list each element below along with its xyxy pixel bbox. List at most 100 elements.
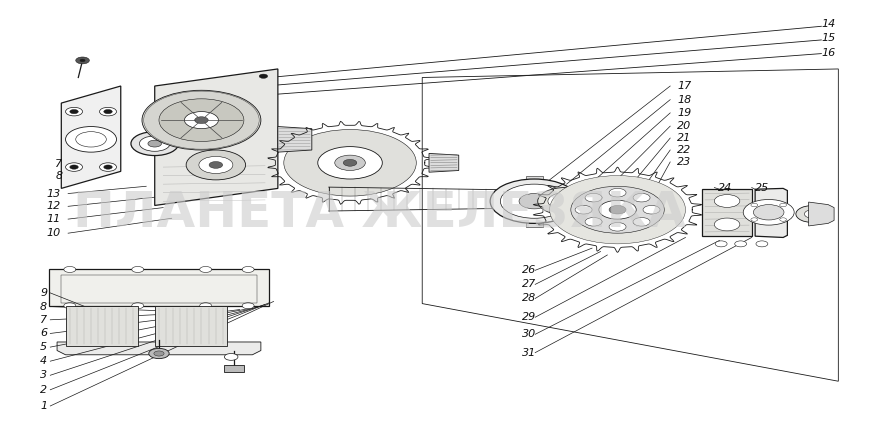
Circle shape (715, 241, 727, 247)
Text: 4: 4 (40, 356, 47, 366)
Circle shape (64, 267, 76, 273)
Text: 11: 11 (47, 214, 61, 224)
Circle shape (199, 156, 233, 173)
Circle shape (186, 150, 245, 180)
Circle shape (571, 186, 664, 233)
Circle shape (200, 267, 211, 273)
Text: 23: 23 (677, 157, 691, 167)
Bar (61, 275, 257, 303)
Text: 10: 10 (47, 228, 61, 238)
Text: 20: 20 (677, 121, 691, 131)
Text: 21: 21 (677, 133, 691, 143)
Circle shape (609, 188, 626, 197)
Circle shape (132, 267, 144, 273)
Circle shape (751, 203, 758, 207)
Text: 8: 8 (55, 171, 63, 181)
Circle shape (579, 199, 588, 204)
Circle shape (753, 205, 784, 220)
Bar (703, 189, 752, 236)
Polygon shape (61, 86, 120, 188)
Circle shape (804, 210, 821, 218)
Circle shape (284, 130, 416, 196)
Circle shape (343, 159, 357, 166)
Circle shape (643, 205, 660, 214)
Circle shape (65, 163, 83, 171)
Circle shape (550, 175, 685, 244)
Circle shape (558, 198, 572, 205)
Text: 2: 2 (40, 385, 47, 395)
Polygon shape (57, 342, 261, 355)
Circle shape (743, 199, 794, 225)
Bar (155, 306, 227, 346)
Circle shape (104, 165, 113, 169)
Text: 19: 19 (677, 108, 691, 118)
Polygon shape (808, 202, 834, 226)
Circle shape (538, 187, 592, 215)
Circle shape (70, 110, 79, 114)
Text: 16: 16 (821, 48, 835, 58)
Circle shape (80, 59, 85, 62)
Text: 30: 30 (522, 329, 537, 339)
Circle shape (200, 303, 211, 309)
Circle shape (633, 193, 650, 202)
Text: 3: 3 (40, 370, 47, 380)
Text: 18: 18 (677, 95, 691, 105)
Circle shape (490, 179, 579, 223)
Text: 28: 28 (522, 294, 537, 303)
Circle shape (571, 195, 596, 208)
Text: 17: 17 (677, 81, 691, 91)
Circle shape (65, 127, 116, 152)
Circle shape (131, 132, 178, 155)
Circle shape (64, 303, 76, 309)
Polygon shape (155, 69, 278, 205)
Circle shape (714, 218, 739, 231)
Circle shape (140, 136, 170, 151)
Bar (223, 365, 244, 372)
Circle shape (609, 205, 626, 214)
Circle shape (154, 351, 164, 356)
Text: 1: 1 (40, 401, 47, 411)
Circle shape (132, 303, 144, 309)
Polygon shape (429, 153, 458, 172)
Text: 12: 12 (47, 201, 61, 211)
Circle shape (633, 217, 650, 226)
Text: 7: 7 (55, 159, 63, 169)
Circle shape (714, 195, 739, 208)
Circle shape (780, 218, 787, 221)
Circle shape (224, 354, 238, 360)
Text: ПЛАНЕТА ЖЕЛЕЗЯКА: ПЛАНЕТА ЖЕЛЕЗЯКА (73, 190, 686, 238)
Text: 7: 7 (40, 315, 47, 325)
Circle shape (184, 112, 218, 129)
Circle shape (209, 161, 223, 168)
Circle shape (796, 205, 830, 223)
Circle shape (242, 267, 254, 273)
Circle shape (334, 155, 365, 170)
Circle shape (585, 193, 602, 202)
Circle shape (756, 241, 768, 247)
Circle shape (259, 74, 268, 78)
Text: 29: 29 (522, 312, 537, 322)
Text: 31: 31 (522, 348, 537, 358)
Circle shape (599, 200, 636, 219)
Circle shape (585, 217, 602, 226)
Text: 6: 6 (40, 328, 47, 339)
Text: 13: 13 (47, 188, 61, 199)
Text: 8: 8 (40, 302, 47, 312)
Text: 15: 15 (821, 33, 835, 43)
Circle shape (70, 165, 79, 169)
Circle shape (500, 184, 568, 218)
Text: 26: 26 (522, 265, 537, 275)
Text: 9: 9 (40, 288, 47, 298)
Bar (65, 306, 138, 346)
Circle shape (575, 205, 592, 214)
Circle shape (142, 90, 261, 150)
Polygon shape (526, 175, 543, 227)
Polygon shape (278, 127, 312, 152)
Text: 5: 5 (40, 342, 47, 352)
Circle shape (65, 107, 83, 116)
Text: 27: 27 (522, 279, 537, 289)
Circle shape (148, 348, 169, 359)
Circle shape (735, 241, 746, 247)
Circle shape (104, 110, 113, 114)
Text: 14: 14 (821, 19, 835, 29)
